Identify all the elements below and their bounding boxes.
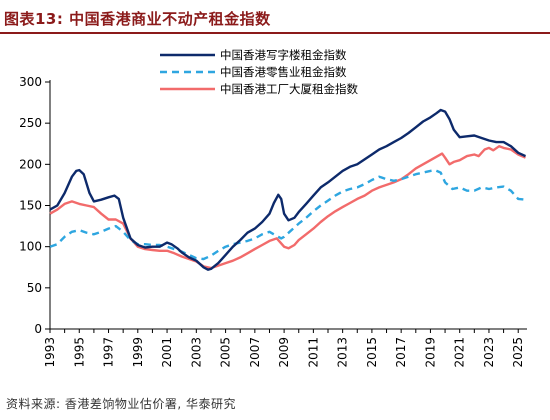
series-line-1 bbox=[49, 168, 526, 261]
x-tick-label: 2021 bbox=[453, 337, 467, 368]
source-note: 资料来源: 香港差饷物业估价署, 华泰研究 bbox=[6, 397, 236, 411]
series-line-0 bbox=[49, 108, 526, 271]
plot-series bbox=[49, 108, 526, 271]
legend-label-0: 中国香港写字楼租金指数 bbox=[220, 48, 347, 62]
legend-label-1: 中国香港零售业租金指数 bbox=[220, 65, 347, 79]
chart-canvas: 0 50 100 150 200 250 300 1993 1995 1997 1999 2001 2… bbox=[19, 48, 527, 368]
x-tick-label: 2001 bbox=[160, 337, 174, 368]
x-tick-label: 2011 bbox=[306, 337, 320, 368]
x-tick-label: 2013 bbox=[336, 337, 350, 368]
x-tick-label: 1993 bbox=[43, 337, 57, 368]
legend-label-2: 中国香港工厂大厦租金指数 bbox=[220, 82, 358, 96]
y-tick-label: 50 bbox=[27, 281, 42, 295]
figure-title: 图表13: 中国香港商业不动产租金指数 bbox=[4, 9, 271, 28]
x-tick-label: 2009 bbox=[277, 337, 291, 368]
x-axis: 1993 1995 1997 1999 2001 2003 2005 2007 2009 2011… bbox=[43, 328, 527, 368]
y-tick-label: 100 bbox=[19, 240, 42, 254]
x-tick-label: 2015 bbox=[365, 337, 379, 368]
y-tick-label: 200 bbox=[19, 157, 42, 171]
x-tick-label: 2005 bbox=[219, 337, 233, 368]
x-tick-label: 2023 bbox=[482, 337, 496, 368]
x-tick-label: 1995 bbox=[72, 337, 86, 368]
y-tick-label: 300 bbox=[19, 75, 42, 89]
y-tick-label: 0 bbox=[34, 322, 42, 336]
title-divider bbox=[0, 32, 550, 34]
x-tick-label: 1999 bbox=[131, 337, 145, 368]
figure-title-bar: 图表13: 中国香港商业不动产租金指数 bbox=[4, 4, 271, 32]
y-tick-label: 150 bbox=[19, 199, 42, 213]
x-tick-label: 1997 bbox=[102, 337, 116, 368]
x-tick-label: 2003 bbox=[189, 337, 203, 368]
x-tick-label: 2017 bbox=[394, 337, 408, 368]
x-tick-label: 2007 bbox=[248, 337, 262, 368]
x-tick-label: 2019 bbox=[423, 337, 437, 368]
x-tick-label: 2025 bbox=[511, 337, 525, 368]
y-tick-label: 250 bbox=[19, 116, 42, 130]
y-axis: 0 50 100 150 200 250 300 bbox=[19, 75, 51, 336]
